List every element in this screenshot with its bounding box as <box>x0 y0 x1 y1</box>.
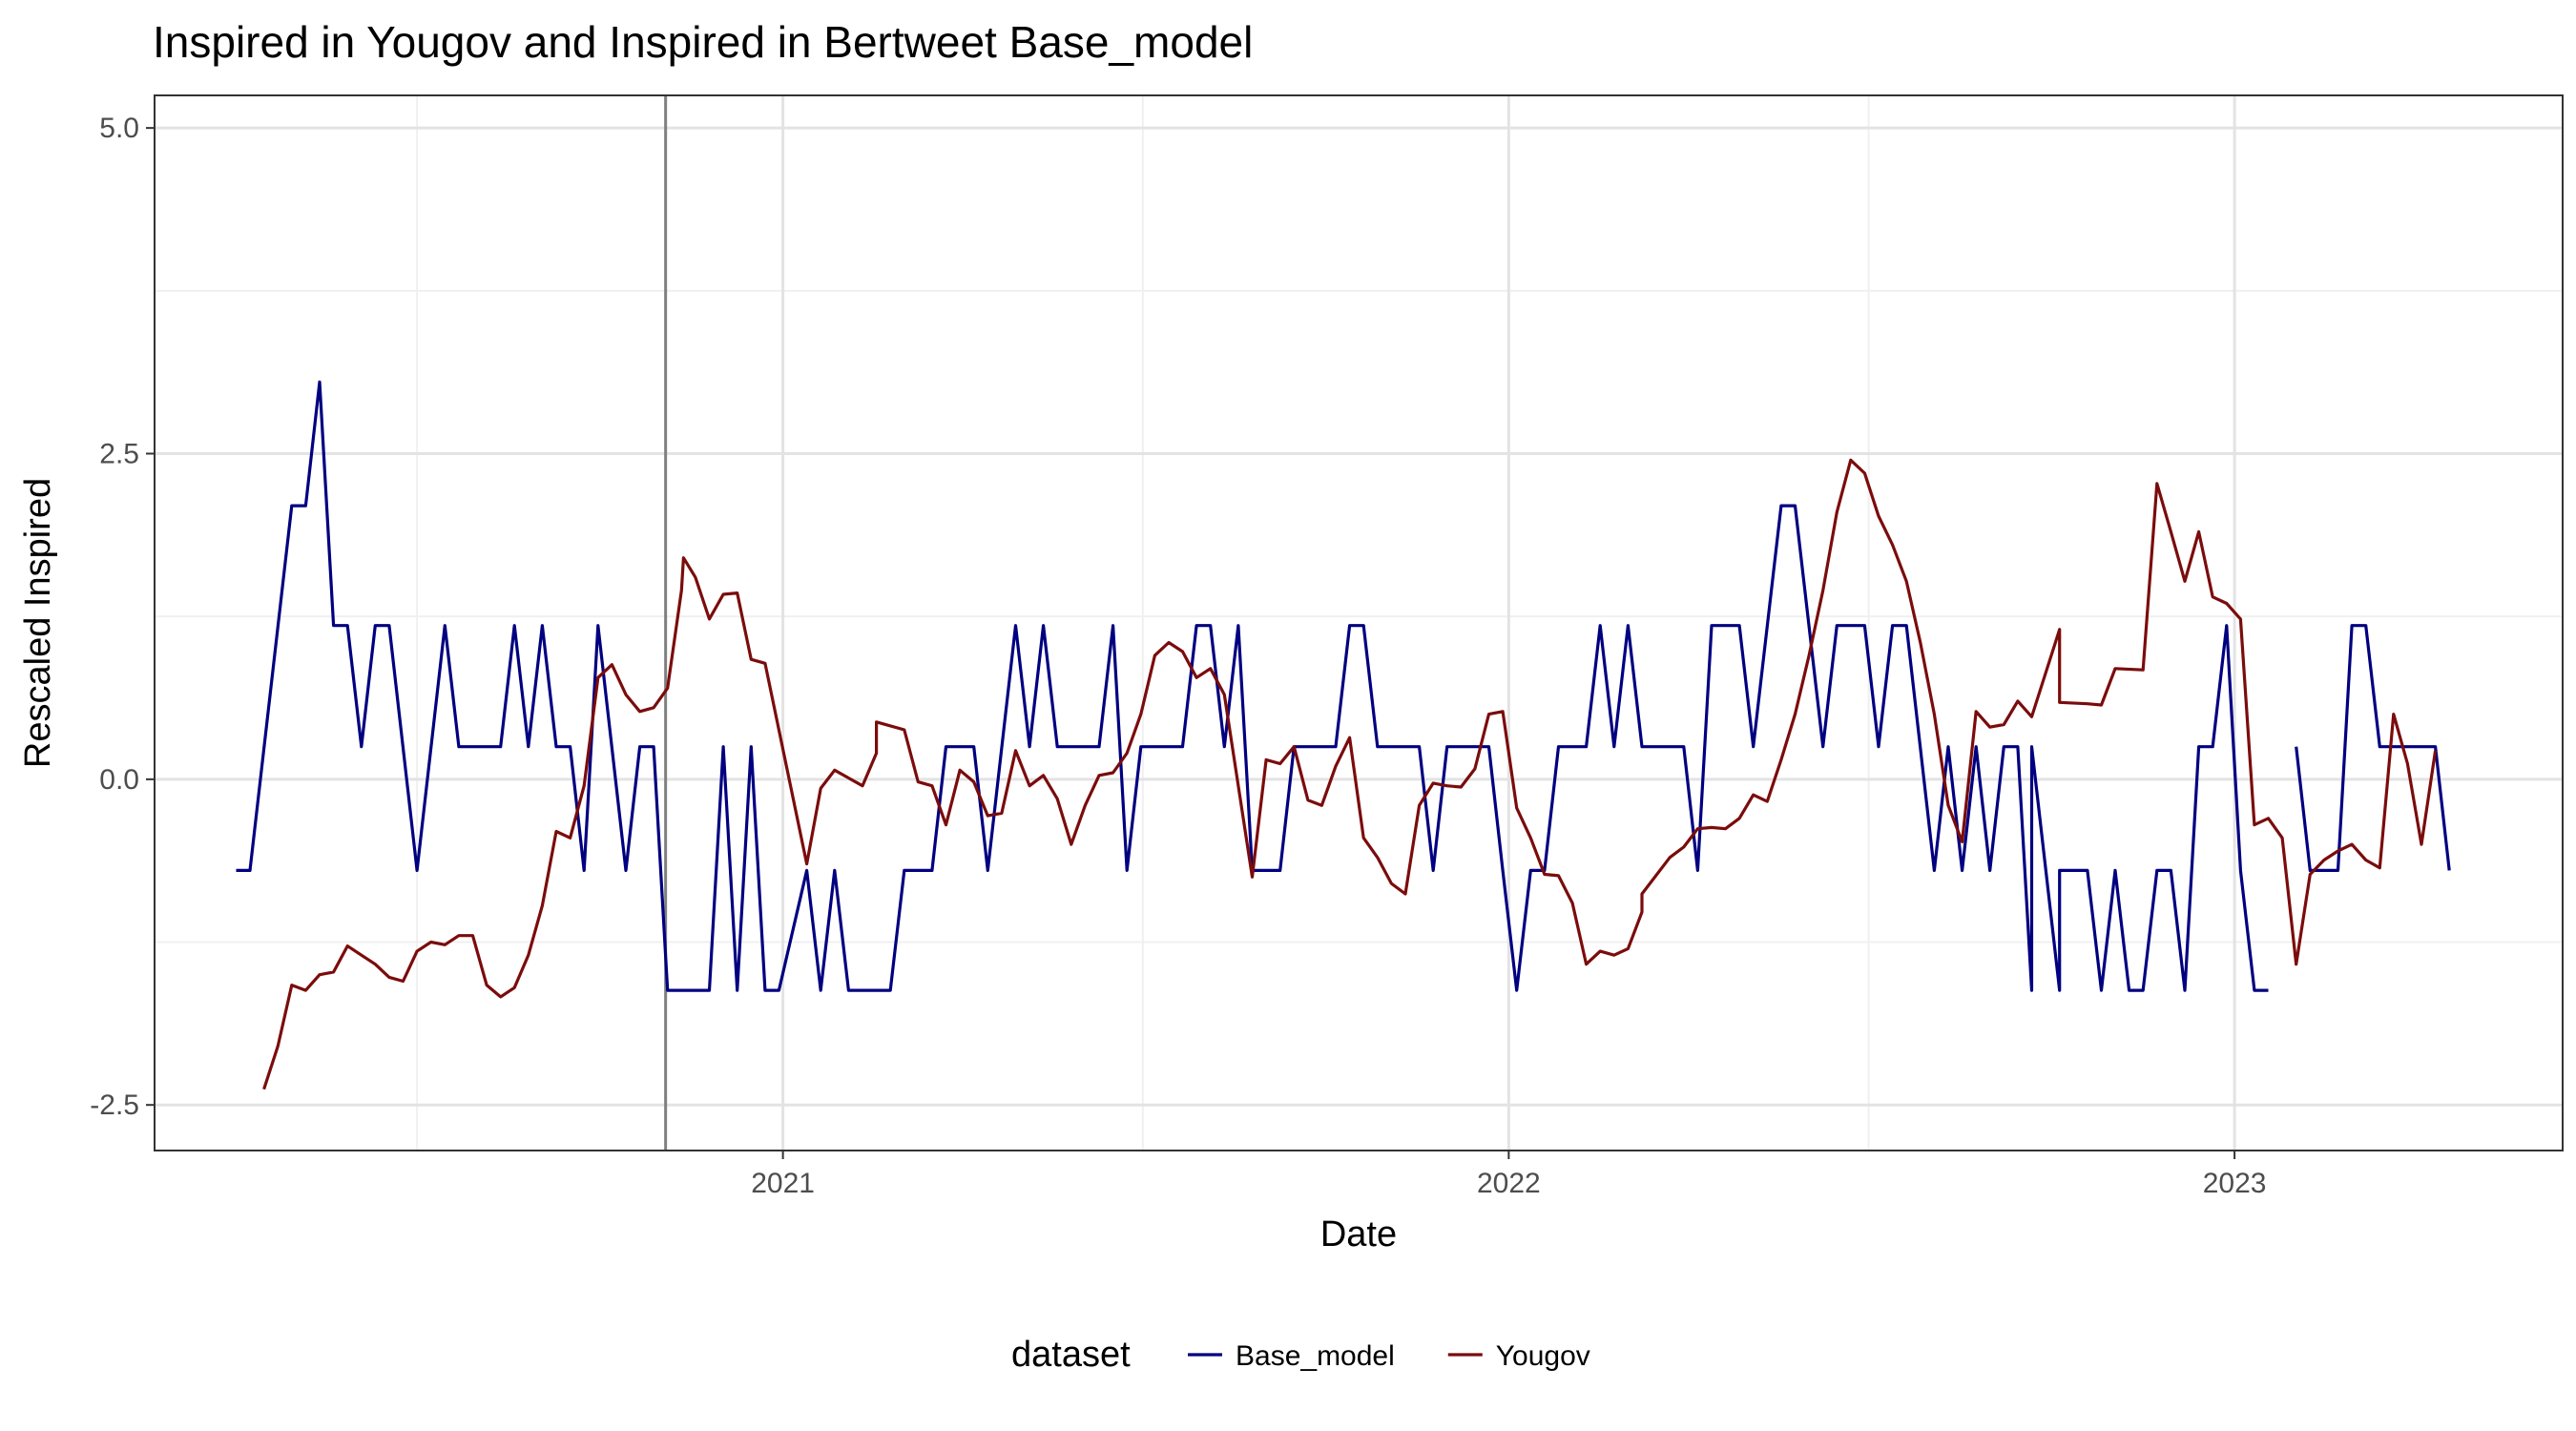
legend-label-yougov: Yougov <box>1496 1340 1590 1372</box>
y-axis: -2.5 0.0 2.5 5.0 <box>90 113 155 1121</box>
legend-label-base-model: Base_model <box>1236 1340 1395 1372</box>
x-axis: 2021 2022 2023 <box>751 1151 2266 1199</box>
y-axis-title: Rescaled Inspired <box>18 478 58 768</box>
plot-background <box>155 95 2563 1151</box>
x-tick-label: 2023 <box>2203 1168 2267 1199</box>
y-tick-label: 2.5 <box>99 438 139 469</box>
x-axis-title: Date <box>1320 1214 1397 1255</box>
legend: dataset Base_model Yougov <box>1011 1335 1590 1375</box>
x-tick-label: 2021 <box>751 1168 815 1199</box>
y-tick-label: 5.0 <box>99 113 139 144</box>
legend-title: dataset <box>1011 1335 1131 1375</box>
series-line-yougov <box>262 458 2438 1090</box>
chart-title: Inspired in Yougov and Inspired in Bertw… <box>153 17 1253 67</box>
y-tick-label: -2.5 <box>90 1089 139 1121</box>
y-tick-label: 0.0 <box>99 764 139 796</box>
series-layer <box>236 380 2451 1090</box>
grid-minor <box>155 95 2563 1151</box>
plot-border <box>154 94 2564 1151</box>
grid-major <box>155 95 2563 1151</box>
x-tick-label: 2022 <box>1477 1168 1541 1199</box>
series-line-base-model <box>236 380 2269 992</box>
